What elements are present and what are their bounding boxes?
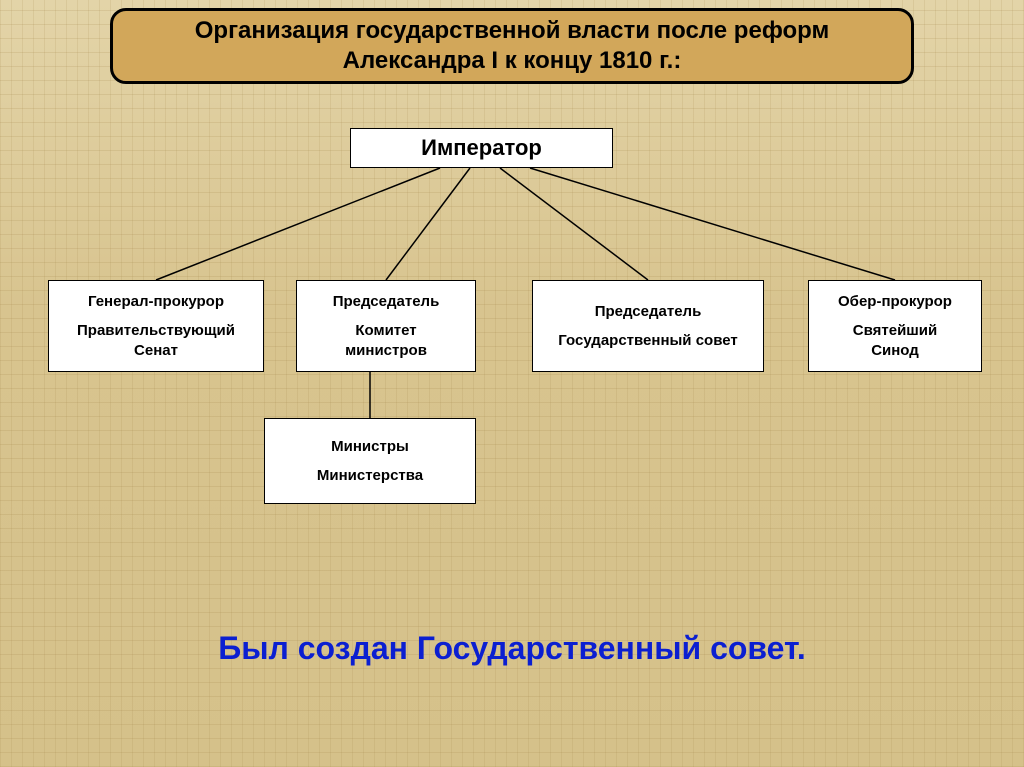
synod-line3: Синод	[871, 341, 919, 361]
council-line2: Государственный совет	[558, 331, 737, 351]
footer-caption-text: Был создан Государственный совет.	[218, 630, 806, 666]
committee-line2: Комитет	[355, 321, 416, 341]
node-council: Председатель Государственный совет	[532, 280, 764, 372]
committee-line3: министров	[345, 341, 427, 361]
node-emperor-label: Император	[421, 134, 542, 163]
senate-line3: Сенат	[134, 341, 178, 361]
senate-line1: Генерал-прокурор	[88, 292, 224, 312]
title-line2: Александра I к концу 1810 г.:	[343, 47, 682, 74]
synod-line1: Обер-прокурор	[838, 292, 952, 312]
node-ministers: Министры Министерства	[264, 418, 476, 504]
council-line1: Председатель	[595, 302, 702, 322]
title-box: Организация государственной власти после…	[110, 8, 914, 84]
ministers-line1: Министры	[331, 437, 409, 457]
synod-line2: Святейший	[853, 321, 937, 341]
node-emperor: Император	[350, 128, 613, 168]
title-line1: Организация государственной власти после…	[195, 17, 830, 44]
node-synod: Обер-прокурор Святейший Синод	[808, 280, 982, 372]
committee-line1: Председатель	[333, 292, 440, 312]
node-senate: Генерал-прокурор Правительствующий Сенат	[48, 280, 264, 372]
senate-line2: Правительствующий	[77, 321, 235, 341]
node-committee: Председатель Комитет министров	[296, 280, 476, 372]
ministers-line2: Министерства	[317, 466, 423, 486]
footer-caption: Был создан Государственный совет.	[0, 630, 1024, 667]
